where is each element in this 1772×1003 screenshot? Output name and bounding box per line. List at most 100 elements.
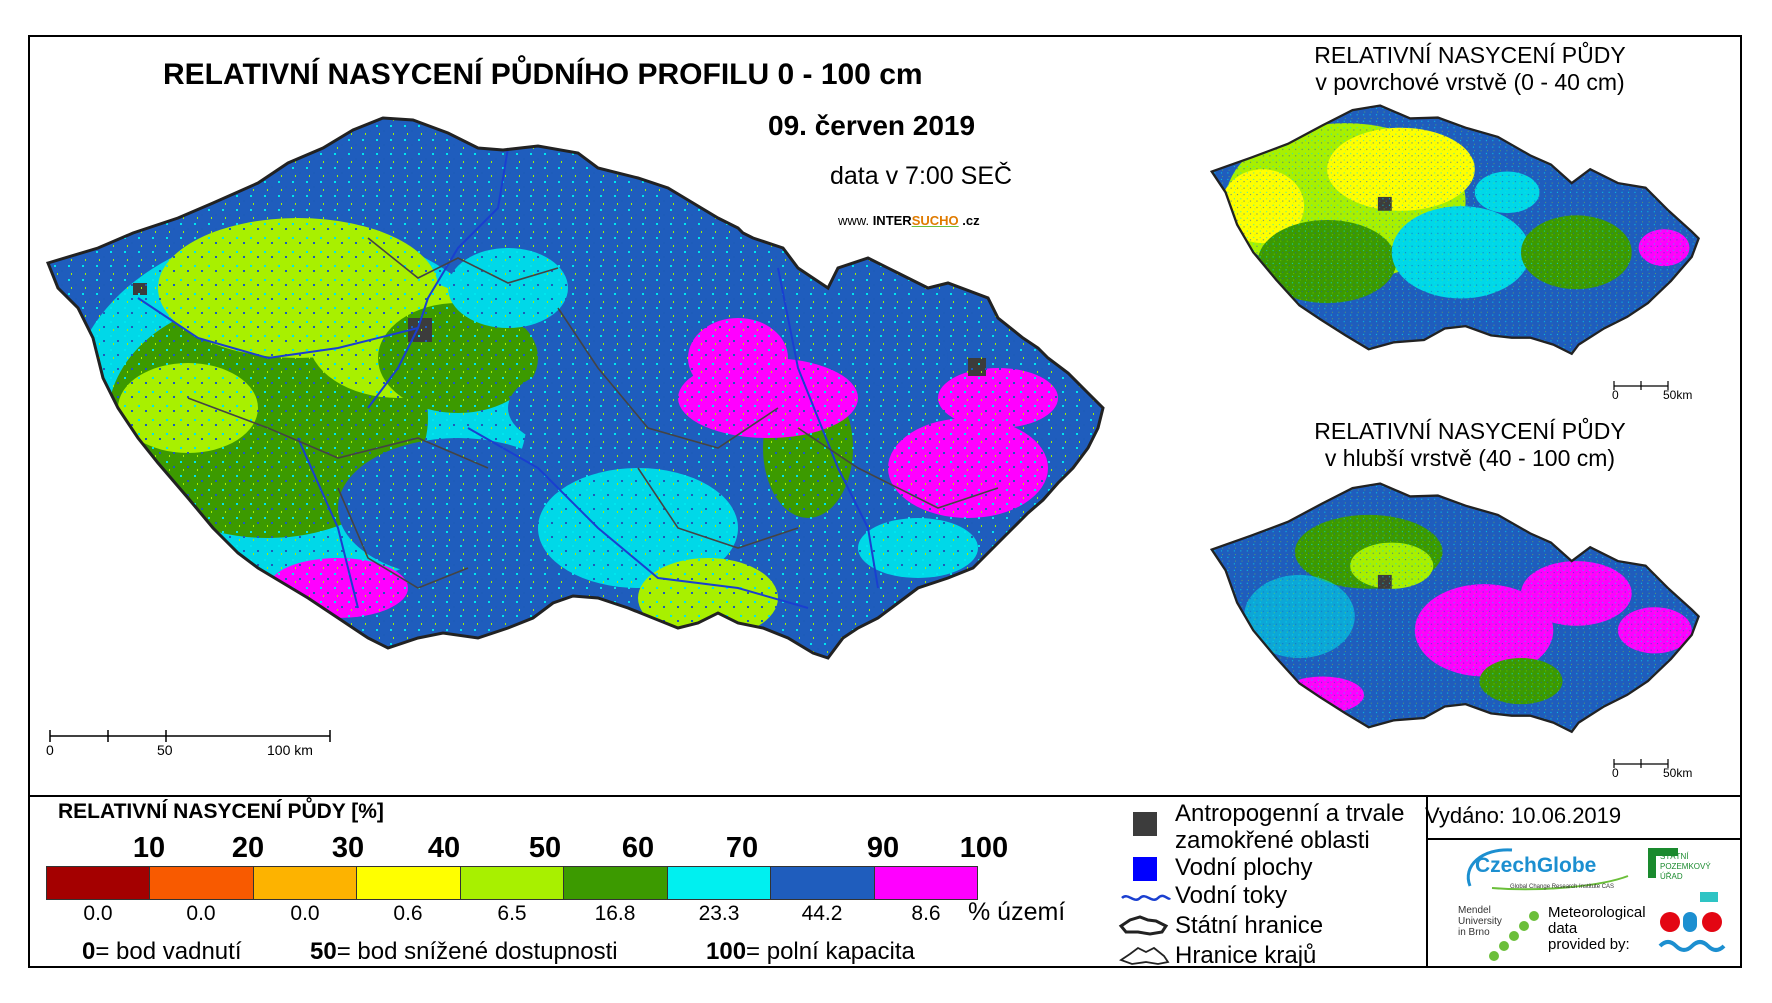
- czechglobe-logo: CzechGlobe: [1475, 854, 1597, 877]
- regions-border-label: Hranice krajů: [1175, 942, 1317, 969]
- def-50-number: 50: [310, 938, 337, 965]
- footer-divider: [1426, 795, 1428, 968]
- top-map-title: RELATIVNÍ NASYCENÍ PŮDY v povrchové vrst…: [1280, 42, 1660, 96]
- color-class-4: [357, 867, 461, 899]
- color-class-3: [253, 867, 358, 899]
- spu-logo-top: [1648, 848, 1678, 856]
- color-class-2: [150, 867, 254, 899]
- main-soil-map: [45, 116, 1105, 660]
- legend-tick-100: 100: [959, 832, 1009, 864]
- legend-tick-60: 60: [621, 832, 655, 864]
- legend-tick-90: 90: [866, 832, 900, 864]
- def-100-number: 100: [706, 938, 747, 965]
- state-border-label: Státní hranice: [1175, 912, 1324, 939]
- color-bar: [46, 866, 978, 900]
- top-map-title-line1: RELATIVNÍ NASYCENÍ PŮDY: [1314, 42, 1626, 68]
- area-pct-3: 0.0: [290, 902, 320, 925]
- data-time: data v 7:00 SEČ: [830, 162, 1013, 190]
- def-reduced-availability: 50= bod snížené dostupnosti: [310, 938, 618, 966]
- bottom-scale-50km: 50km: [1663, 766, 1693, 780]
- web-prefix: www.: [838, 213, 870, 228]
- legend-separator: [28, 795, 1742, 797]
- anthropogenic-label: Antropogenní a trvale zamokřené oblasti: [1175, 800, 1405, 854]
- deep-layer-map: [1209, 482, 1700, 734]
- bottom-map-title-line2: v hlubší vrstvě (40 - 100 cm): [1324, 445, 1616, 471]
- issued-divider: [1428, 838, 1742, 840]
- legend-tick-50: 50: [528, 832, 562, 864]
- mendel-line1: Mendel: [1458, 905, 1491, 916]
- area-pct-7: 23.3: [698, 902, 740, 925]
- main-scale-0: 0: [46, 742, 54, 758]
- main-date: 09. červen 2019: [768, 110, 976, 141]
- def-100-text: = polní kapacita: [746, 938, 915, 965]
- area-unit: % území: [968, 898, 1066, 926]
- color-class-5: [460, 867, 565, 899]
- color-class-8: [771, 867, 875, 899]
- web-brand-inter: INTER: [872, 213, 912, 228]
- color-class-7: [667, 867, 772, 899]
- water-areas-label: Vodní plochy: [1175, 854, 1313, 881]
- main-scale-100: 100 km: [267, 742, 313, 758]
- web-brand-sucho: SUCHO: [911, 213, 959, 228]
- legend-tick-10: 10: [132, 832, 166, 864]
- def-field-capacity: 100= polní kapacita: [706, 938, 915, 966]
- mendel-university-logo: Mendel University in Brno: [1458, 905, 1502, 938]
- met-line2: data: [1548, 920, 1578, 937]
- issued-date: Vydáno: 10.06.2019: [1425, 803, 1622, 828]
- met-line1: Meteorological: [1548, 904, 1646, 921]
- state-border-symbol: [1118, 915, 1169, 936]
- regions-border-symbol: [1119, 946, 1170, 965]
- area-pct-8: 44.2: [801, 902, 843, 925]
- anthropogenic-label-line2: zamokřené oblasti: [1175, 827, 1370, 854]
- area-pct-6: 16.8: [594, 902, 636, 925]
- main-title: RELATIVNÍ NASYCENÍ PŮDNÍHO PROFILU 0 - 1…: [163, 58, 923, 91]
- rivers-label: Vodní toky: [1175, 882, 1288, 909]
- legend-tick-40: 40: [427, 832, 461, 864]
- website-link[interactable]: www. INTERSUCHO .cz: [838, 213, 980, 228]
- spu-logo-bar: [1648, 848, 1656, 878]
- anthropogenic-label-line1: Antropogenní a trvale: [1175, 800, 1405, 827]
- def-0-number: 0: [82, 938, 96, 965]
- bottom-map-title-line1: RELATIVNÍ NASYCENÍ PŮDY: [1314, 418, 1626, 444]
- map-frame: [28, 35, 1742, 968]
- top-scale-0: 0: [1612, 388, 1619, 402]
- top-map-title-line2: v povrchové vrstvě (0 - 40 cm): [1315, 69, 1625, 95]
- chmi-logo: [1658, 912, 1726, 952]
- def-wilting-point: 0= bod vadnutí: [82, 938, 241, 966]
- spu-logo-accent: [1700, 892, 1718, 902]
- legend-tick-70: 70: [725, 832, 759, 864]
- top-scale-bar: [1613, 381, 1669, 390]
- surface-layer-map: [1209, 104, 1700, 356]
- legend-tick-20: 20: [231, 832, 265, 864]
- area-pct-2: 0.0: [186, 902, 216, 925]
- rivers-symbol: [1121, 894, 1172, 901]
- bottom-scale-0: 0: [1612, 766, 1619, 780]
- def-0-text: = bod vadnutí: [95, 938, 242, 965]
- spu-logo-text: STÁTNÍ POZEMKOVÝ ÚŘAD: [1660, 852, 1711, 882]
- color-class-9: [874, 867, 977, 899]
- spu-line3: ÚŘAD: [1660, 872, 1683, 881]
- area-pct-9: 8.6: [911, 902, 941, 925]
- main-scale-bar: [49, 730, 331, 742]
- color-class-1: [47, 867, 151, 899]
- mendel-logo-dots: [1489, 911, 1539, 961]
- area-pct-4: 0.6: [393, 902, 423, 925]
- legend-tick-30: 30: [331, 832, 365, 864]
- anthropogenic-swatch: [1133, 812, 1157, 836]
- mendel-line3: in Brno: [1458, 927, 1490, 938]
- water-areas-swatch: [1133, 857, 1157, 881]
- spu-line1: STÁTNÍ: [1660, 852, 1689, 861]
- meteorological-data-text: Meteorological data provided by:: [1548, 905, 1646, 953]
- czechglobe-logo-subtitle: Global Change Research Institute CAS: [1510, 884, 1615, 890]
- met-line3: provided by:: [1548, 936, 1630, 953]
- mendel-line2: University: [1458, 916, 1502, 927]
- area-pct-1: 0.0: [83, 902, 113, 925]
- main-scale-50: 50: [157, 742, 173, 758]
- color-class-6: [564, 867, 668, 899]
- web-suffix: .cz: [962, 213, 980, 228]
- def-50-text: = bod snížené dostupnosti: [336, 938, 618, 965]
- bottom-map-title: RELATIVNÍ NASYCENÍ PŮDY v hlubší vrstvě …: [1280, 418, 1660, 472]
- czechglobe-logo-swoosh: [1466, 848, 1629, 891]
- top-scale-50km: 50km: [1663, 388, 1693, 402]
- spu-line2: POZEMKOVÝ: [1660, 862, 1711, 871]
